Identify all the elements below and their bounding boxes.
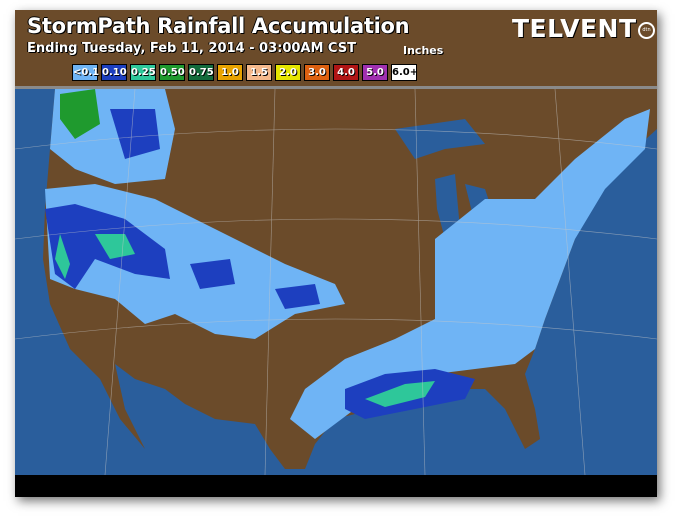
legend-swatch: 2.0 <box>275 64 301 81</box>
dtn-logo-badge: dtn <box>638 22 655 39</box>
legend-swatch: 0.10 <box>101 64 127 81</box>
rain-area-south-heavy <box>365 381 435 407</box>
telvent-logo: TELVENT <box>512 14 637 43</box>
map-title: StormPath Rainfall Accumulation <box>27 14 410 38</box>
bottom-bar <box>15 475 657 497</box>
legend-swatch: 3.0 <box>304 64 330 81</box>
us-map <box>15 89 657 475</box>
graticule <box>15 89 657 475</box>
rain-area-rockies <box>110 109 320 309</box>
header-divider <box>15 86 657 89</box>
legend-swatch: <0.1 <box>72 64 99 81</box>
legend-swatch: 1.5 <box>246 64 272 81</box>
legend-swatch: 5.0 <box>362 64 388 81</box>
rainfall-legend: <0.1 0.10 0.25 0.50 0.75 1.0 1.5 2.0 3.0 4.0 5.0 6.… <box>72 64 418 81</box>
legend-swatch: 4.0 <box>333 64 359 81</box>
legend-swatch: 0.50 <box>159 64 185 81</box>
rain-area-washington <box>60 89 100 139</box>
legend-swatch: 0.25 <box>130 64 156 81</box>
rain-area-sierra <box>55 234 135 279</box>
rain-area-east <box>290 109 650 439</box>
rainfall-map-image: StormPath Rainfall Accumulation Ending T… <box>15 10 657 497</box>
legend-units: Inches <box>403 44 444 57</box>
legend-swatch: 6.0+ <box>391 64 418 81</box>
land-north-america <box>43 89 657 469</box>
map-subtitle: Ending Tuesday, Feb 11, 2014 - 03:00AM C… <box>27 41 356 56</box>
great-lakes <box>395 119 540 239</box>
legend-swatch: 0.75 <box>188 64 214 81</box>
legend-swatch: 1.0 <box>217 64 243 81</box>
map-header: StormPath Rainfall Accumulation Ending T… <box>15 10 657 86</box>
